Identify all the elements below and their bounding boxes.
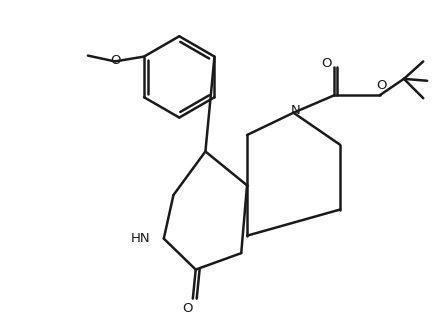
Text: O: O	[321, 57, 332, 70]
Text: O: O	[376, 79, 387, 92]
Text: N: N	[290, 104, 300, 117]
Text: O: O	[182, 302, 192, 315]
Text: O: O	[110, 54, 120, 67]
Text: HN: HN	[131, 232, 150, 245]
